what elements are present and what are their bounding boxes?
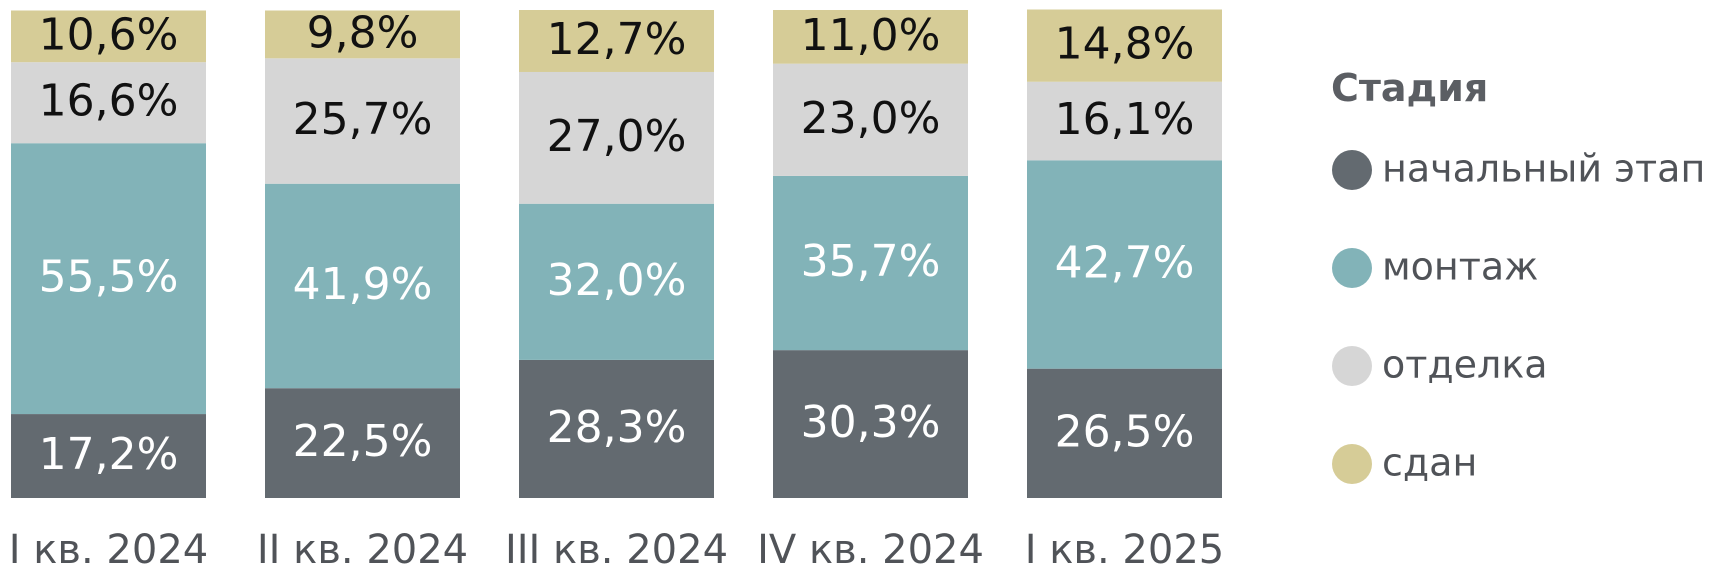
legend-marker <box>1332 346 1372 386</box>
data-label: 42,7% <box>1055 237 1195 288</box>
bars-group: 17,2%55,5%16,6%10,6%22,5%41,9%25,7%9,8%2… <box>11 7 1222 498</box>
data-label: 16,1% <box>1055 94 1195 145</box>
data-label: 16,6% <box>39 76 179 127</box>
bar-segment <box>773 63 968 176</box>
data-label: 32,0% <box>547 255 687 306</box>
bar-segment <box>265 388 460 498</box>
x-tick-label: IV кв. 2024 <box>757 527 984 573</box>
bar-segment <box>11 62 206 144</box>
data-label: 28,3% <box>547 402 687 453</box>
legend-label: сдан <box>1382 441 1477 485</box>
bar-column: 17,2% 55,5% 16,6% 10,6% <box>11 9 206 498</box>
data-label: 41,9% <box>293 259 433 310</box>
legend-marker <box>1332 444 1372 484</box>
legend: Стадия начальный этап монтаж отделка сдан <box>1331 66 1705 485</box>
bar-segment <box>519 10 714 72</box>
bar-column: 22,5% 41,9% 25,7% 9,8% <box>265 7 460 498</box>
legend-item: отделка <box>1332 343 1548 387</box>
data-label: 26,5% <box>1055 406 1195 457</box>
bar-segment <box>773 175 968 351</box>
data-label: 23,0% <box>801 93 941 144</box>
legend-label: начальный этап <box>1382 147 1705 191</box>
bar-segment <box>11 143 206 415</box>
data-label: 17,2% <box>39 429 179 480</box>
legend-item: монтаж <box>1332 245 1538 289</box>
data-label: 10,6% <box>39 9 179 60</box>
bar-column: 30,3% 35,7% 23,0% 11,0% <box>773 10 968 498</box>
bar-segment <box>1027 9 1222 82</box>
data-label: 14,8% <box>1055 19 1195 70</box>
x-tick-label: III кв. 2024 <box>505 527 728 573</box>
bar-segment <box>773 350 968 498</box>
data-label: 30,3% <box>801 397 941 448</box>
bar-segment <box>265 58 460 184</box>
legend-marker <box>1332 248 1372 288</box>
bar-segment <box>1027 368 1222 498</box>
bar-segment <box>1027 160 1222 369</box>
bar-segment <box>11 414 206 498</box>
data-label: 12,7% <box>547 14 687 65</box>
legend-item: сдан <box>1332 441 1477 485</box>
data-label: 27,0% <box>547 111 687 162</box>
bar-segment <box>1027 81 1222 161</box>
legend-item: начальный этап <box>1332 147 1705 191</box>
bar-segment <box>519 203 714 360</box>
legend-label: отделка <box>1382 343 1548 387</box>
legend-marker <box>1332 150 1372 190</box>
bar-column: 28,3% 32,0% 27,0% 12,7% <box>519 10 714 498</box>
data-label: 35,7% <box>801 236 941 287</box>
bar-segment <box>265 183 460 389</box>
x-axis-tick-labels: I кв. 2024 II кв. 2024 III кв. 2024 IV кв. … <box>9 527 1224 573</box>
bar-segment <box>519 71 714 204</box>
data-label: 9,8% <box>307 7 419 58</box>
x-tick-label: I кв. 2024 <box>9 527 208 573</box>
legend-title: Стадия <box>1331 66 1488 110</box>
bar-segment <box>519 359 714 498</box>
data-label: 11,0% <box>801 10 941 61</box>
bar-segment <box>11 10 206 63</box>
x-tick-label: II кв. 2024 <box>257 527 468 573</box>
bar-segment <box>265 10 460 59</box>
bar-column: 26,5% 42,7% 16,1% 14,8% <box>1027 9 1222 498</box>
data-label: 55,5% <box>39 252 179 303</box>
bar-segment <box>773 10 968 64</box>
data-label: 22,5% <box>293 416 433 467</box>
x-tick-label: I кв. 2025 <box>1025 527 1224 573</box>
data-label: 25,7% <box>293 94 433 145</box>
legend-label: монтаж <box>1382 245 1538 289</box>
